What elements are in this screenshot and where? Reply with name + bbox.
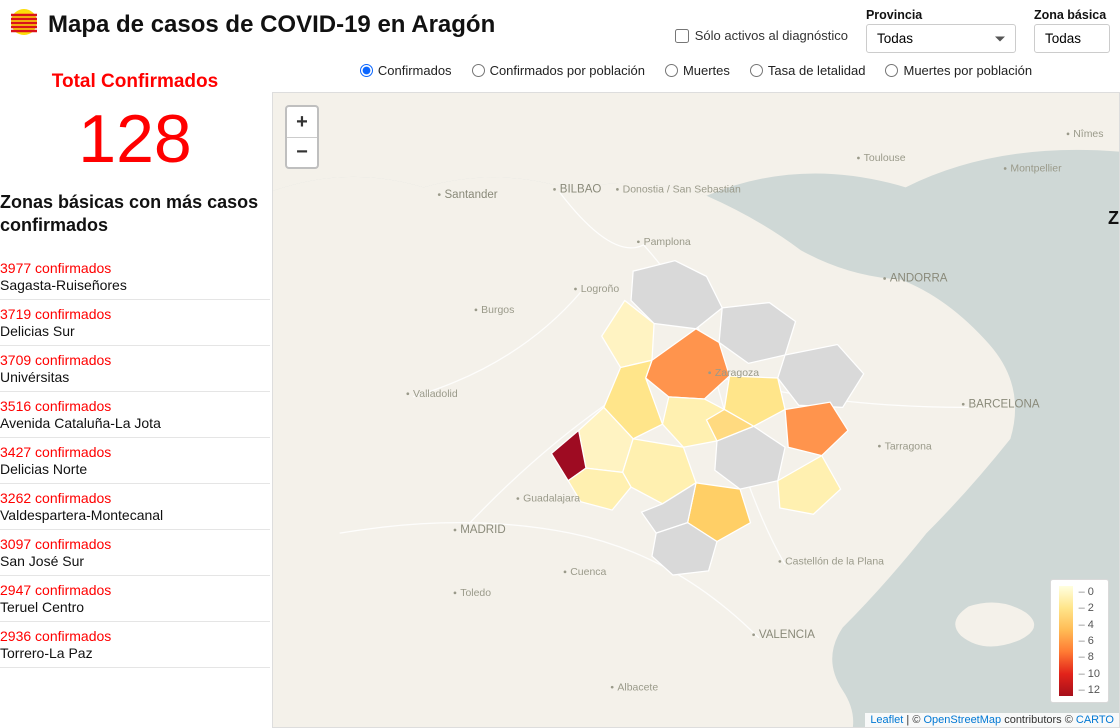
zoom-in-button[interactable]: + — [287, 107, 317, 137]
metric-radio-muertes_pob[interactable]: Muertes por población — [885, 63, 1032, 78]
active-only-checkbox[interactable]: Sólo activos al diagnóstico — [675, 28, 848, 43]
zone-name: Avenida Cataluña-La Jota — [0, 415, 266, 431]
zone-name: Torrero-La Paz — [0, 645, 266, 661]
city-label: Toulouse — [864, 153, 906, 164]
metric-radio-conf_pob[interactable]: Confirmados por población — [472, 63, 645, 78]
zone-name: Univérsitas — [0, 369, 266, 385]
provincia-label: Provincia — [866, 8, 1016, 22]
city-label: Albacete — [617, 682, 658, 693]
zone-count: 3427 confirmados — [0, 444, 266, 460]
city-label: Valladolid — [413, 389, 458, 400]
zone-name: Delicias Sur — [0, 323, 266, 339]
city-label: Tarragona — [885, 441, 932, 452]
city-label: Toledo — [460, 588, 491, 599]
zone-name: Teruel Centro — [0, 599, 266, 615]
zone-item[interactable]: 3427 confirmadosDelicias Norte — [0, 438, 270, 484]
city-label: Nîmes — [1073, 129, 1103, 140]
city-label: BILBAO — [560, 184, 602, 196]
zone-item[interactable]: 3709 confirmadosUnivérsitas — [0, 346, 270, 392]
legend-tick: 10 — [1079, 668, 1100, 680]
zone-count: 3097 confirmados — [0, 536, 266, 552]
zone-name: San José Sur — [0, 553, 266, 569]
zone-count: 3516 confirmados — [0, 398, 266, 414]
city-label: Cuenca — [570, 567, 606, 578]
zone-count: 3709 confirmados — [0, 352, 266, 368]
city-label: VALENCIA — [759, 629, 815, 641]
zones-heading: Zonas básicas con más casos confirmados — [0, 191, 270, 254]
city-label: MADRID — [460, 524, 505, 536]
legend-gradient — [1059, 586, 1073, 696]
right-panel-edge: Z — [1108, 208, 1120, 229]
osm-link[interactable]: OpenStreetMap — [923, 714, 1001, 726]
zone-item[interactable]: 3516 confirmadosAvenida Cataluña-La Jota — [0, 392, 270, 438]
total-confirmed-label: Total Confirmados — [0, 71, 270, 93]
zone-name: Sagasta-Ruiseñores — [0, 277, 266, 293]
zone-item[interactable]: 3977 confirmadosSagasta-Ruiseñores — [0, 254, 270, 300]
city-label: Castellón de la Plana — [785, 557, 884, 568]
zones-list: 3977 confirmadosSagasta-Ruiseñores3719 c… — [0, 254, 270, 668]
metric-radio-muertes[interactable]: Muertes — [665, 63, 730, 78]
zone-count: 3977 confirmados — [0, 260, 266, 276]
metric-radio-input[interactable] — [750, 64, 763, 77]
legend-tick: 4 — [1079, 619, 1100, 631]
metric-radio-input[interactable] — [885, 64, 898, 77]
city-label: Santander — [444, 189, 497, 201]
sidebar: Total Confirmados 128 Zonas básicas con … — [0, 53, 272, 728]
zone-name: Valdespartera-Montecanal — [0, 507, 266, 523]
city-label: Pamplona — [644, 237, 691, 248]
total-confirmed-count: 128 — [0, 105, 270, 173]
zona-value: Todas — [1045, 31, 1081, 46]
metric-radio-letalidad[interactable]: Tasa de letalidad — [750, 63, 866, 78]
zoom-control: + − — [285, 105, 319, 169]
city-label: ANDORRA — [890, 273, 948, 285]
zone-item[interactable]: 2936 confirmadosTorrero-La Paz — [0, 622, 270, 668]
zone-count: 3262 confirmados — [0, 490, 266, 506]
legend-tick: 2 — [1079, 602, 1100, 614]
city-label: Zaragoza — [715, 368, 759, 379]
zone-item[interactable]: 3719 confirmadosDelicias Sur — [0, 300, 270, 346]
legend-tick: 12 — [1079, 684, 1100, 696]
chevron-down-icon — [995, 36, 1005, 41]
active-only-input[interactable] — [675, 29, 689, 43]
zone-count: 2947 confirmados — [0, 582, 266, 598]
map-attribution: Leaflet | © OpenStreetMap contributors ©… — [865, 713, 1119, 727]
metric-radio-input[interactable] — [472, 64, 485, 77]
city-label: Logroño — [581, 284, 620, 295]
page-title: Mapa de casos de COVID-19 en Aragón — [48, 11, 495, 39]
city-label: Guadalajara — [523, 494, 580, 505]
zone-name: Delicias Norte — [0, 461, 266, 477]
metric-radio-input[interactable] — [360, 64, 373, 77]
city-label: Donostia / San Sebastián — [623, 185, 741, 196]
legend-tick: 6 — [1079, 635, 1100, 647]
map[interactable]: Santander BILBAO Donostia / San Sebastián P… — [272, 92, 1120, 728]
map-svg: Santander BILBAO Donostia / San Sebastián P… — [273, 93, 1119, 727]
zona-label: Zona básica — [1034, 8, 1110, 22]
active-only-label: Sólo activos al diagnóstico — [695, 28, 848, 43]
zoom-out-button[interactable]: − — [287, 137, 317, 167]
carto-link[interactable]: CARTO — [1076, 714, 1114, 726]
zone-item[interactable]: 3097 confirmadosSan José Sur — [0, 530, 270, 576]
zona-select[interactable]: Todas — [1034, 24, 1110, 53]
zone-item[interactable]: 3262 confirmadosValdespartera-Montecanal — [0, 484, 270, 530]
leaflet-link[interactable]: Leaflet — [870, 714, 903, 726]
legend-tick: 8 — [1079, 651, 1100, 663]
metric-radio-group: Confirmados Confirmados por población Muer… — [272, 53, 1120, 92]
provincia-value: Todas — [877, 31, 913, 46]
zone-count: 3719 confirmados — [0, 306, 266, 322]
city-label: Burgos — [481, 305, 514, 316]
metric-radio-input[interactable] — [665, 64, 678, 77]
city-label: BARCELONA — [968, 398, 1039, 410]
aragon-flag-icon — [10, 8, 38, 41]
zone-count: 2936 confirmados — [0, 628, 266, 644]
color-legend: 0 2 4 6 8 10 12 — [1050, 579, 1109, 703]
city-label: Montpellier — [1010, 164, 1062, 175]
provincia-select[interactable]: Todas — [866, 24, 1016, 53]
legend-tick: 0 — [1079, 586, 1100, 598]
metric-radio-confirmados[interactable]: Confirmados — [360, 63, 452, 78]
zone-item[interactable]: 2947 confirmadosTeruel Centro — [0, 576, 270, 622]
